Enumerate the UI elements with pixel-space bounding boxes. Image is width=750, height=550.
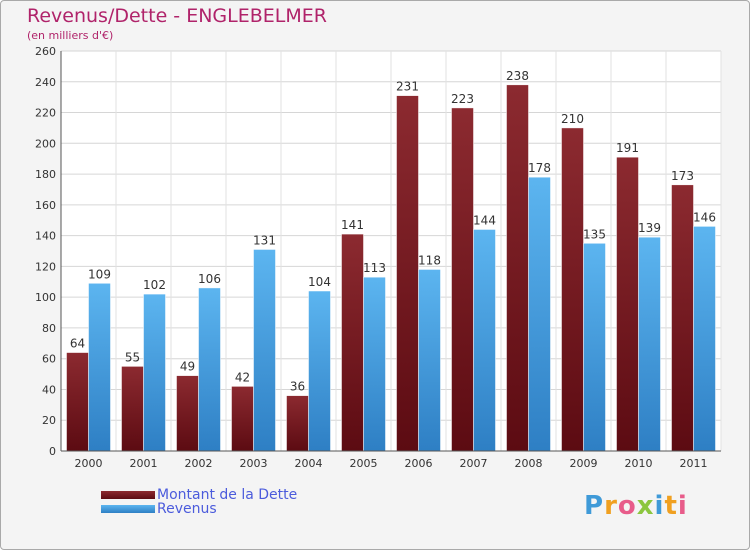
y-tick-label: 200 (35, 137, 56, 150)
debt-bar (286, 395, 309, 452)
revenus-bar (638, 236, 661, 452)
y-tick-label: 140 (35, 230, 56, 243)
revenus-bar (88, 283, 111, 452)
debt-value-label: 238 (506, 69, 529, 83)
revenus-value-label: 131 (253, 233, 276, 247)
revenus-value-label: 144 (473, 213, 496, 227)
revenus-value-label: 104 (308, 275, 331, 289)
debt-value-label: 141 (341, 218, 364, 232)
revenus-bar (308, 290, 331, 452)
debt-bar (451, 107, 474, 452)
logo-letter: t (664, 491, 678, 521)
x-tick-label: 2002 (185, 457, 213, 470)
revenus-value-label: 106 (198, 272, 221, 286)
x-tick-label: 2009 (570, 457, 598, 470)
legend-label-debt: Montant de la Dette (157, 487, 298, 503)
x-tick-label: 2004 (295, 457, 323, 470)
debt-value-label: 191 (616, 141, 639, 155)
debt-value-label: 223 (451, 92, 474, 106)
logo-letter: i (654, 491, 665, 521)
revenus-bar (473, 229, 496, 452)
revenus-bar (693, 226, 716, 452)
debt-value-label: 173 (671, 169, 694, 183)
logo-letter: i (677, 491, 688, 521)
revenus-value-label: 118 (418, 253, 441, 267)
y-tick-label: 220 (35, 107, 56, 120)
legend-swatch-revenus (101, 505, 155, 513)
debt-bar (176, 375, 199, 452)
revenus-value-label: 146 (693, 210, 716, 224)
y-tick-label: 80 (42, 322, 56, 335)
debt-bar (121, 366, 144, 452)
debt-bar (231, 386, 254, 452)
legend-swatch-debt (101, 491, 155, 499)
revenus-bar (363, 276, 386, 452)
x-tick-label: 2003 (240, 457, 268, 470)
revenus-bar (143, 293, 166, 452)
logo-letter: o (617, 491, 637, 521)
chart-subtitle: (en milliers d'€) (27, 29, 114, 42)
y-tick-label: 20 (42, 414, 56, 427)
revenus-value-label: 135 (583, 227, 606, 241)
revenus-value-label: 109 (88, 267, 111, 281)
y-tick-label: 160 (35, 199, 56, 212)
x-tick-label: 2001 (130, 457, 158, 470)
x-tick-label: 2011 (680, 457, 708, 470)
debt-bar (396, 95, 419, 452)
revenus-bar (253, 249, 276, 452)
debt-bar (616, 156, 639, 452)
y-tick-label: 180 (35, 168, 56, 181)
legend-label-revenus: Revenus (157, 501, 217, 517)
x-tick-label: 2000 (75, 457, 103, 470)
proxiti-logo: Proxiti (584, 491, 688, 521)
revenus-bar (528, 176, 551, 452)
x-tick-label: 2006 (405, 457, 433, 470)
debt-value-label: 64 (70, 337, 85, 351)
revenus-value-label: 102 (143, 278, 166, 292)
x-tick-label: 2005 (350, 457, 378, 470)
debt-bar (506, 84, 529, 452)
y-tick-label: 120 (35, 260, 56, 273)
logo-letter: P (584, 491, 605, 521)
debt-bar (671, 184, 694, 452)
logo-letter: r (604, 491, 618, 521)
x-tick-label: 2008 (515, 457, 543, 470)
chart-title: Revenus/Dette - ENGLEBELMER (27, 5, 327, 27)
legend-item-revenus: Revenus (101, 501, 217, 517)
y-tick-label: 260 (35, 45, 56, 58)
y-tick-label: 40 (42, 383, 56, 396)
legend-item-debt: Montant de la Dette (101, 487, 298, 503)
debt-bar (66, 352, 89, 452)
debt-value-label: 210 (561, 112, 584, 126)
revenus-bar (198, 287, 221, 452)
revenus-value-label: 178 (528, 161, 551, 175)
debt-bar (341, 233, 364, 452)
y-tick-label: 0 (49, 445, 56, 458)
y-tick-label: 60 (42, 353, 56, 366)
debt-value-label: 36 (290, 380, 305, 394)
y-tick-label: 100 (35, 291, 56, 304)
debt-value-label: 49 (180, 360, 195, 374)
x-tick-label: 2010 (625, 457, 653, 470)
revenus-bar (418, 269, 441, 452)
revenus-value-label: 113 (363, 261, 386, 275)
y-tick-label: 240 (35, 76, 56, 89)
x-tick-label: 2007 (460, 457, 488, 470)
logo-letter: x (636, 491, 655, 521)
revenus-bar (583, 243, 606, 452)
debt-value-label: 231 (396, 80, 419, 94)
debt-value-label: 42 (235, 370, 250, 384)
debt-value-label: 55 (125, 350, 140, 364)
revenus-value-label: 139 (638, 221, 661, 235)
debt-bar (561, 127, 584, 452)
